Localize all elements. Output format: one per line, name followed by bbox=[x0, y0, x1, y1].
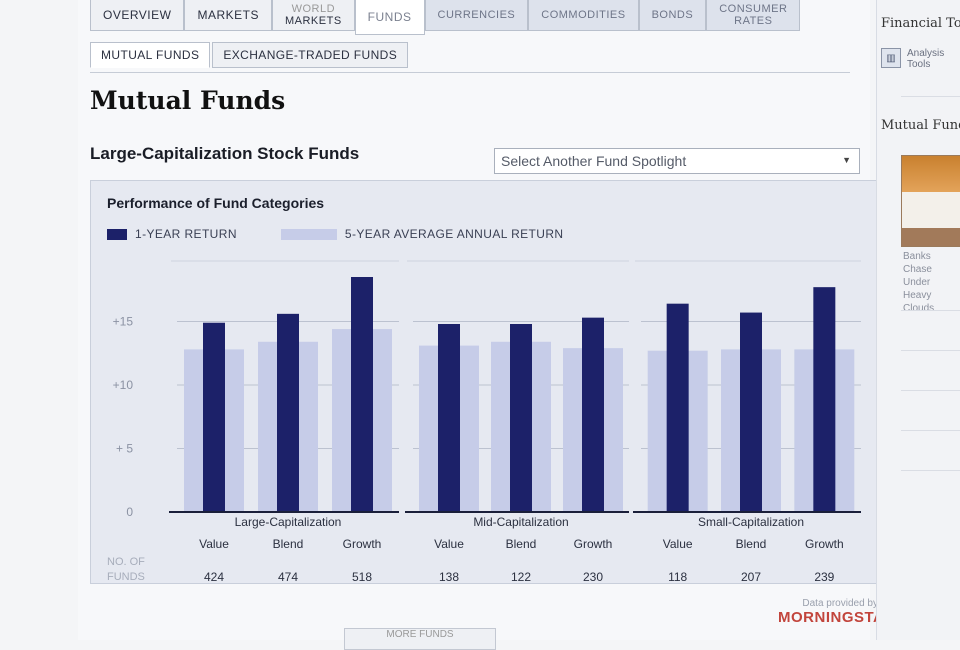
sidebar-divider bbox=[901, 390, 960, 391]
caption-line-2: Under Heavy bbox=[903, 277, 932, 301]
article-thumbnail[interactable] bbox=[901, 155, 960, 247]
fund-count-value: 118 bbox=[668, 570, 687, 583]
sidebar-divider bbox=[901, 430, 960, 431]
tab-commodities[interactable]: COMMODITIES bbox=[528, 0, 639, 31]
category-label: Blend bbox=[506, 537, 537, 551]
tab-consumer-rates-line2: RATES bbox=[734, 15, 773, 27]
sidebar-item-analysis-tools[interactable]: ▥ Analysis Tools bbox=[881, 48, 957, 70]
right-sidebar: Financial Tools ▥ Analysis Tools Mutual … bbox=[876, 0, 960, 640]
sidebar-heading-mutual-funds: Mutual Funds bbox=[881, 118, 960, 133]
data-credit: Data provided by MORNINGSTAR bbox=[778, 598, 896, 626]
divider bbox=[90, 72, 850, 73]
tab-funds[interactable]: FUNDS bbox=[354, 0, 425, 35]
fund-count-value: 122 bbox=[511, 570, 531, 583]
group-label: Small-Capitalization bbox=[698, 515, 804, 529]
fund-count-value: 207 bbox=[741, 570, 761, 583]
legend-swatch-1yr bbox=[107, 228, 127, 240]
sidebar-divider bbox=[901, 310, 960, 311]
fund-count-value: 230 bbox=[583, 570, 603, 583]
category-label: Growth bbox=[343, 537, 382, 551]
bar-1yr bbox=[277, 313, 299, 512]
legend-swatch-5yr bbox=[280, 228, 337, 240]
morningstar-logo[interactable]: MORNINGSTAR bbox=[778, 609, 896, 626]
chart-icon: ▥ bbox=[881, 48, 901, 68]
bar-1yr bbox=[740, 312, 762, 512]
legend-item-5yr: 5-YEAR AVERAGE ANNUAL RETURN bbox=[280, 227, 564, 241]
section-title: Large-Capitalization Stock Funds bbox=[90, 144, 360, 163]
caption-line-3: Clouds bbox=[903, 303, 935, 314]
category-label: Blend bbox=[736, 537, 767, 551]
group-label: Mid-Capitalization bbox=[473, 515, 568, 529]
bar-1yr bbox=[203, 322, 225, 512]
bar-1yr bbox=[582, 317, 604, 512]
tab-consumer-rates[interactable]: CONSUMER RATES bbox=[706, 0, 801, 31]
performance-chart-panel: Performance of Fund Categories 1-YEAR RE… bbox=[90, 180, 880, 584]
tab-currencies[interactable]: CURRENCIES bbox=[424, 0, 529, 31]
fund-spotlight-select[interactable]: Select Another Fund Spotlight ▼ bbox=[494, 148, 860, 174]
y-tick-label: + 5 bbox=[116, 441, 133, 455]
bar-1yr bbox=[510, 324, 532, 512]
page-title: Mutual Funds bbox=[90, 86, 286, 115]
y-tick-label: +15 bbox=[113, 314, 134, 328]
tab-exchange-traded-funds[interactable]: EXCHANGE-TRADED FUNDS bbox=[212, 42, 409, 68]
bar-1yr bbox=[438, 324, 460, 512]
legend-item-1yr: 1-YEAR RETURN bbox=[107, 227, 237, 241]
category-label: Blend bbox=[273, 537, 304, 551]
bar-1yr bbox=[351, 277, 373, 512]
tab-bonds[interactable]: BONDS bbox=[638, 0, 707, 31]
sidebar-heading-tools: Financial Tools bbox=[881, 16, 960, 31]
tab-markets[interactable]: MARKETS bbox=[184, 0, 272, 31]
tab-consumer-rates-line1: CONSUMER bbox=[719, 3, 788, 15]
fund-count-label-line1: NO. OF bbox=[107, 556, 145, 568]
category-label: Growth bbox=[574, 537, 613, 551]
sidebar-item-label: Analysis Tools bbox=[907, 48, 945, 70]
category-label: Value bbox=[199, 537, 229, 551]
chevron-down-icon: ▼ bbox=[842, 155, 851, 165]
category-label: Value bbox=[434, 537, 464, 551]
fund-count-value: 424 bbox=[204, 570, 224, 583]
main-content: OVERVIEW MARKETS WORLD MARKETS FUNDS CUR… bbox=[78, 0, 895, 650]
chart-title: Performance of Fund Categories bbox=[107, 195, 325, 211]
fund-spotlight-select-value: Select Another Fund Spotlight bbox=[501, 153, 687, 169]
sidebar-divider bbox=[901, 350, 960, 351]
fund-count-value: 138 bbox=[439, 570, 459, 583]
tab-mutual-funds[interactable]: MUTUAL FUNDS bbox=[90, 42, 211, 68]
caption-line-1: Banks Chase bbox=[903, 251, 932, 275]
category-label: Value bbox=[663, 537, 693, 551]
fund-count-value: 239 bbox=[814, 570, 834, 583]
fund-type-tabs: MUTUAL FUNDS EXCHANGE-TRADED FUNDS bbox=[90, 42, 410, 68]
article-caption[interactable]: Banks Chase Under Heavy Clouds bbox=[903, 250, 960, 315]
fund-count-value: 518 bbox=[352, 570, 372, 583]
fund-count-value: 474 bbox=[278, 570, 298, 583]
y-tick-label: 0 bbox=[126, 505, 133, 519]
fund-count-label-line2: FUNDS bbox=[107, 571, 145, 583]
tab-world-markets-line1: WORLD bbox=[291, 3, 336, 15]
sidebar-divider bbox=[901, 96, 960, 97]
legend-label-5yr: 5-YEAR AVERAGE ANNUAL RETURN bbox=[344, 227, 564, 241]
sidebar-divider bbox=[901, 470, 960, 471]
category-label: Growth bbox=[805, 537, 844, 551]
more-funds-button[interactable]: MORE FUNDS bbox=[344, 628, 496, 650]
legend-label-1yr: 1-YEAR RETURN bbox=[135, 227, 237, 241]
y-tick-label: +10 bbox=[113, 378, 134, 392]
performance-bar-chart: 0 + 5 +10 +15 Value 424 Blend 474 Growth 518 Value… bbox=[107, 260, 861, 583]
credit-label: Data provided by bbox=[802, 598, 878, 609]
tab-world-markets-line2: MARKETS bbox=[284, 15, 342, 27]
tab-overview[interactable]: OVERVIEW bbox=[90, 0, 185, 31]
bar-1yr bbox=[813, 287, 836, 512]
group-label: Large-Capitalization bbox=[235, 515, 342, 529]
tab-world-markets[interactable]: WORLD MARKETS bbox=[271, 0, 355, 31]
bar-1yr bbox=[666, 303, 689, 512]
top-navigation: OVERVIEW MARKETS WORLD MARKETS FUNDS CUR… bbox=[90, 0, 801, 35]
chart-legend: 1-YEAR RETURN 5-YEAR AVERAGE ANNUAL RETU… bbox=[107, 227, 607, 241]
